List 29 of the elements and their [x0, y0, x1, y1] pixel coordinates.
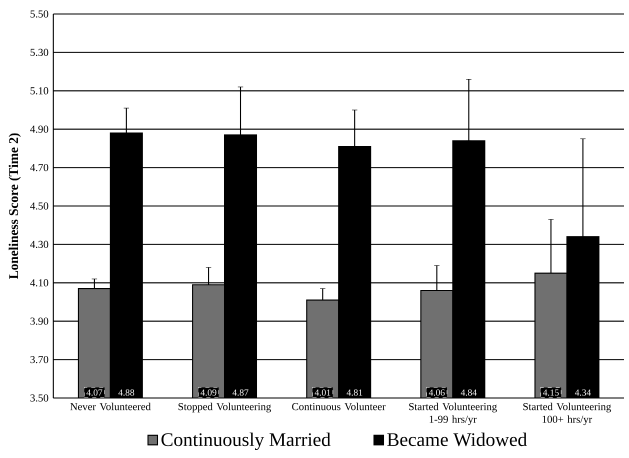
y-tick-label: 4.10	[30, 279, 48, 286]
data-label: 4.15	[542, 389, 559, 396]
data-label: 4.34	[574, 389, 591, 396]
y-axis-title: Loneliness Score (Time 2)	[8, 133, 21, 280]
y-tick-label: 3.90	[30, 318, 48, 325]
data-label: 4.84	[460, 389, 477, 396]
data-label: 4.87	[232, 389, 248, 396]
y-tick-label: 5.10	[30, 87, 48, 94]
x-tick-label: Continuous Volunteer	[292, 402, 386, 410]
y-tick-label: 5.30	[30, 48, 48, 56]
y-tick-label: 5.50	[30, 10, 48, 18]
legend-label: Continuously Married	[161, 432, 331, 450]
data-label: 4.07	[86, 389, 102, 396]
y-tick-label: 4.70	[30, 164, 48, 172]
y-tick-label: 4.30	[30, 240, 48, 248]
y-tick-label: 4.50	[30, 202, 48, 210]
y-tick-label: 3.50	[30, 394, 48, 402]
x-tick-label: Never Volunteered	[70, 402, 151, 410]
data-label: 4.88	[118, 389, 134, 396]
data-label: 4.09	[200, 389, 216, 396]
data-label: 4.01	[314, 389, 330, 396]
data-label: 4.06	[428, 389, 445, 396]
y-tick-label: 3.70	[30, 356, 48, 364]
legend-label: Became Widowed	[387, 432, 527, 446]
x-tick-label: Started Volunteering 1-99 hrs/yr	[409, 402, 497, 426]
data-label: 4.81	[346, 389, 362, 396]
x-tick-label: Stopped Volunteering	[178, 402, 272, 412]
y-tick-label: 4.90	[30, 126, 48, 133]
x-tick-label: Started Volunteering 100+ hrs/yr	[523, 402, 612, 426]
